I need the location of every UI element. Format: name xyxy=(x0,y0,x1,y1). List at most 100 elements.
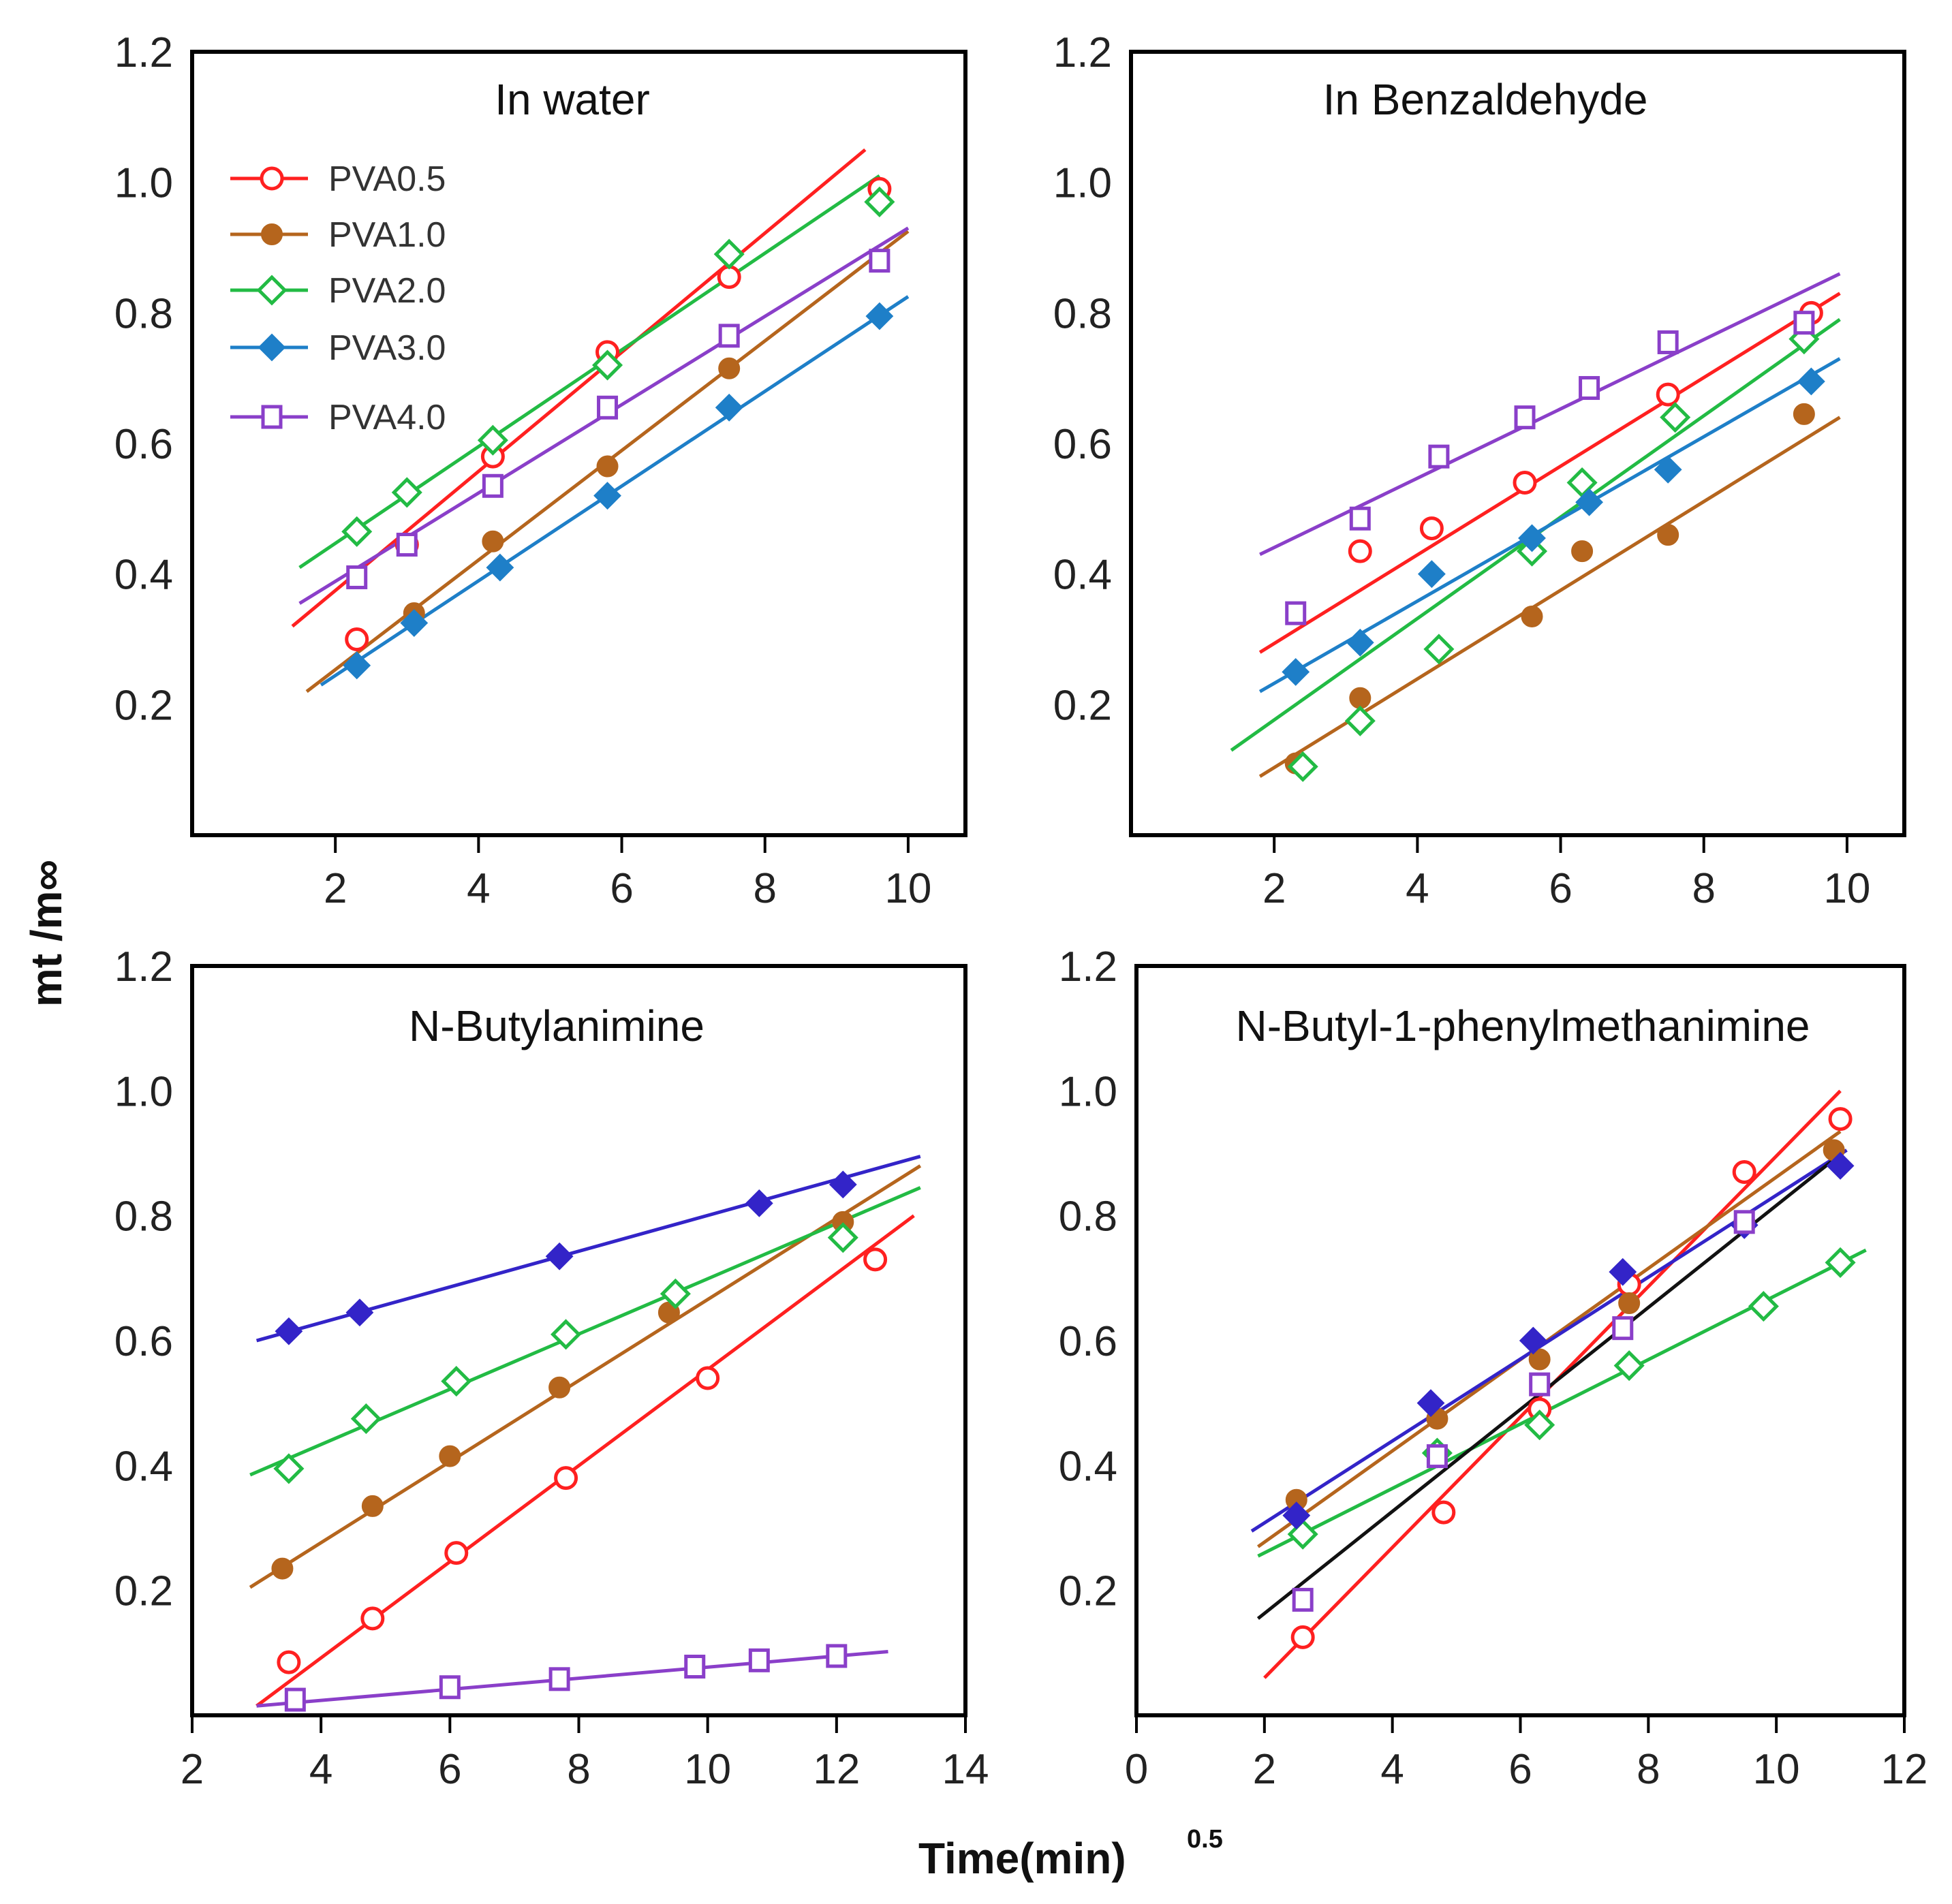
x-tick-label: 2 xyxy=(1253,1746,1276,1793)
y-tick-label: 1.0 xyxy=(1053,160,1112,207)
x-tick-label: 14 xyxy=(942,1746,989,1793)
data-point-pva0-5 xyxy=(444,1541,469,1565)
data-point-pva3-0 xyxy=(828,1170,857,1199)
data-point-pva2-0 xyxy=(592,349,623,381)
data-point-pva4-0 xyxy=(1657,330,1679,354)
x-tick-label: 10 xyxy=(1753,1746,1800,1793)
data-point-pva1-0 xyxy=(1349,687,1372,709)
data-point-pva0-5 xyxy=(717,265,741,290)
data-point-pva1-0 xyxy=(548,1376,571,1399)
legend-label: PVA2.0 xyxy=(328,271,446,311)
data-point-pva1-0 xyxy=(596,455,619,478)
data-point-pva2-0 xyxy=(1287,751,1318,782)
data-point-pva3-0 xyxy=(865,302,894,330)
y-tick-label: 0.2 xyxy=(114,1568,173,1615)
data-point-pva4-0 xyxy=(748,1648,770,1672)
y-tick-label: 1.2 xyxy=(114,943,173,990)
data-point-pva2-0 xyxy=(1613,1350,1645,1382)
legend-label: PVA4.0 xyxy=(328,398,446,437)
data-point-pva3-0 xyxy=(275,1317,303,1345)
x-tick-label: 10 xyxy=(884,865,931,912)
fit-line-pva0-5 xyxy=(291,148,867,628)
data-point-pva4-0 xyxy=(684,1655,706,1679)
data-point-pva2-0 xyxy=(273,1453,305,1484)
plot-frame xyxy=(190,964,967,1717)
data-point-pva2-0 xyxy=(864,186,895,217)
axis-ticks: 0.2 0.4 0.6 0.8 1.0 1.2 2 4 6 8 10 12 14 xyxy=(114,943,989,1793)
data-marks xyxy=(1250,1089,1867,1679)
data-point-pva2-0 xyxy=(1825,1247,1856,1278)
x-tick-label: 10 xyxy=(684,1746,731,1793)
data-point-pva3-0 xyxy=(343,651,371,680)
data-point-pva2-0 xyxy=(350,1403,382,1435)
y-tick-label: 0.6 xyxy=(114,1318,173,1365)
data-point-pva4-0 xyxy=(1349,506,1371,531)
y-tick-label: 1.0 xyxy=(114,160,173,207)
panel-n-butylanimine: N-Butylanimine 0.2 0.4 0.6 0.8 1.0 1.2 2 4 6 8 10 1… xyxy=(114,943,989,1793)
y-tick-label: 1.2 xyxy=(1059,943,1117,990)
fit-line-pva4-0 xyxy=(1259,272,1841,557)
x-tick-label: 6 xyxy=(438,1746,461,1793)
x-tick-label: 0 xyxy=(1125,1746,1148,1793)
x-tick-label: 6 xyxy=(610,865,633,912)
y-tick-label: 1.0 xyxy=(1059,1068,1117,1115)
legend-marker xyxy=(256,275,288,306)
x-tick-label: 4 xyxy=(467,865,490,912)
legend-marker xyxy=(261,223,283,245)
data-point-pva4-0 xyxy=(548,1667,570,1691)
data-point-pva1-0 xyxy=(1657,524,1679,546)
legend-marker xyxy=(258,333,286,362)
data-point-pva4-0 xyxy=(284,1687,306,1712)
y-tick-label: 0.8 xyxy=(1059,1193,1117,1240)
data-marks xyxy=(249,1155,922,1712)
plot-frame xyxy=(1129,50,1906,837)
y-tick-label: 0.8 xyxy=(1053,290,1112,337)
data-point-pva3-0 xyxy=(545,1242,574,1270)
data-point-pva4-0 xyxy=(1579,376,1600,401)
axis-ticks: 0.2 0.4 0.6 0.8 1.0 1.2 2 4 6 8 10 xyxy=(114,29,932,912)
y-tick-label: 0.2 xyxy=(1059,1568,1117,1615)
data-point-pva2-0 xyxy=(441,1366,472,1397)
data-point-pva2-0 xyxy=(1660,402,1691,433)
y-tick-label: 0.2 xyxy=(1053,682,1112,729)
data-point-pva0-5 xyxy=(345,627,369,651)
data-point-pva0-5 xyxy=(1828,1107,1853,1132)
data-point-pva4-0 xyxy=(826,1644,848,1668)
axis-ticks: 0.2 0.4 0.6 0.8 1.0 1.2 0 2 4 6 8 10 12 xyxy=(1059,943,1928,1793)
panel-in-benzaldehyde: In Benzaldehyde 0.2 0.4 0.6 0.8 1.0 1.2 2 4 6 8 10 xyxy=(1053,29,1906,912)
data-point-pva1-0 xyxy=(482,530,504,552)
data-point-pva3-0 xyxy=(1654,455,1682,484)
legend: PVA0.5 PVA1.0 PVA2.0 PVA3.0 PVA4.0 xyxy=(230,159,446,437)
data-point-pva4-0 xyxy=(597,395,619,420)
x-tick-label: 8 xyxy=(567,1746,590,1793)
y-tick-label: 0.6 xyxy=(1059,1318,1117,1365)
panel-title: N-Butylanimine xyxy=(409,1001,704,1050)
fit-line-pva0-5 xyxy=(1258,292,1841,654)
data-point-pva2-0 xyxy=(477,424,508,456)
data-point-pva0-5 xyxy=(1513,471,1537,495)
data-point-pva3-0 xyxy=(593,482,621,510)
fit-line-pva4-0 xyxy=(256,1650,888,1708)
data-point-pva4-0 xyxy=(1514,405,1536,430)
data-point-pva2-0 xyxy=(713,238,745,270)
data-point-pva0-5 xyxy=(1348,539,1372,563)
fit-line-pva0-5 xyxy=(255,1214,915,1708)
data-point-pva4-0 xyxy=(346,565,368,589)
panel-title: In Benzaldehyde xyxy=(1323,75,1648,124)
x-tick-label: 8 xyxy=(753,865,776,912)
panel-title: In water xyxy=(495,75,650,124)
y-tick-label: 0.2 xyxy=(114,682,173,729)
legend-marker xyxy=(260,166,284,191)
data-point-pva3-0 xyxy=(486,553,514,582)
data-point-pva3-0 xyxy=(1282,1501,1311,1530)
data-point-pva4-0 xyxy=(869,249,890,273)
y-tick-label: 1.0 xyxy=(114,1068,173,1115)
data-point-pva3-0 xyxy=(1346,628,1374,657)
legend-marker xyxy=(261,405,283,429)
data-point-pva2-0 xyxy=(341,516,373,547)
data-point-pva0-5 xyxy=(1431,1500,1456,1525)
x-tick-label: 6 xyxy=(1549,865,1572,912)
y-tick-label: 0.4 xyxy=(1059,1443,1117,1490)
data-point-pva3-0 xyxy=(1797,367,1825,396)
data-point-pva1-0 xyxy=(439,1445,461,1467)
